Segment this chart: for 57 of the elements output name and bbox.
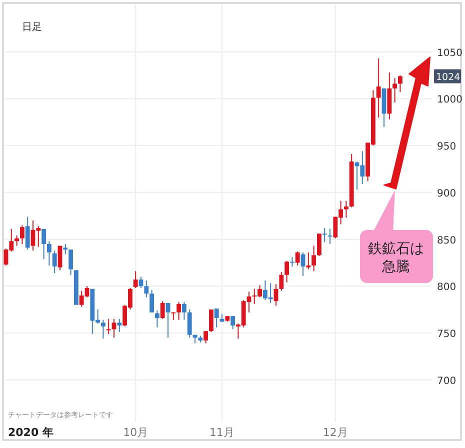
candlestick [144, 280, 149, 298]
x-tick-label: 11月 [210, 426, 234, 439]
candlestick [322, 228, 327, 243]
y-tick-label: 700 [437, 376, 456, 387]
x-tick-label: 12月 [322, 426, 348, 439]
candlestick [398, 74, 402, 93]
candlestick [306, 252, 311, 270]
candlestick [279, 272, 284, 292]
candlestick [52, 250, 57, 274]
y-tick-label: 950 [437, 142, 456, 153]
candlestick [376, 58, 381, 118]
y-tick-label: 1000 [437, 94, 462, 106]
candlestick [20, 224, 24, 244]
candlestick [295, 250, 300, 266]
candlestick [117, 318, 122, 333]
candlestick [58, 245, 62, 271]
y-tick-label: 750 [437, 328, 456, 340]
candlestick [182, 302, 186, 320]
x-axis-title: 2020 年 [8, 426, 54, 439]
candlestick [209, 309, 214, 333]
candlestick [317, 233, 322, 257]
candlestick [166, 302, 170, 338]
candlestick [176, 302, 181, 320]
candlestick [68, 249, 73, 276]
candlestick [160, 300, 165, 320]
candlestick [150, 289, 154, 313]
candlestick [290, 256, 294, 267]
candlestick [300, 252, 306, 276]
y-tick-label: 900 [437, 188, 456, 200]
candlestick [187, 309, 192, 338]
candlestick [112, 318, 116, 338]
callout: 鉄鉱石は急騰 [360, 190, 433, 283]
candlestick [106, 318, 111, 334]
candlestick [214, 308, 219, 328]
candlestick [101, 319, 106, 340]
candlestick [42, 228, 46, 260]
candlestick [284, 260, 289, 283]
candlestick [344, 200, 348, 218]
candlestick [274, 284, 278, 306]
text: 1024 [436, 72, 460, 84]
candlestick [47, 240, 52, 266]
candlestick [63, 243, 68, 255]
annotation: 鉄鉱石は急騰 [368, 240, 424, 274]
candlestick [25, 216, 30, 250]
candlestick [133, 270, 138, 288]
candlestick [230, 316, 235, 330]
candlestick [204, 330, 208, 344]
x-tick-label: 10月 [123, 426, 148, 439]
candlestick [155, 310, 160, 328]
candlestick [14, 235, 19, 246]
y-tick-label: 1050 [437, 48, 462, 59]
y-tick-label: 850 [437, 235, 456, 246]
y-tick-label: 800 [437, 282, 456, 294]
candlestick [392, 78, 397, 103]
candlestick [138, 276, 144, 288]
text: 日足 [22, 22, 42, 33]
candlestick [312, 245, 316, 272]
